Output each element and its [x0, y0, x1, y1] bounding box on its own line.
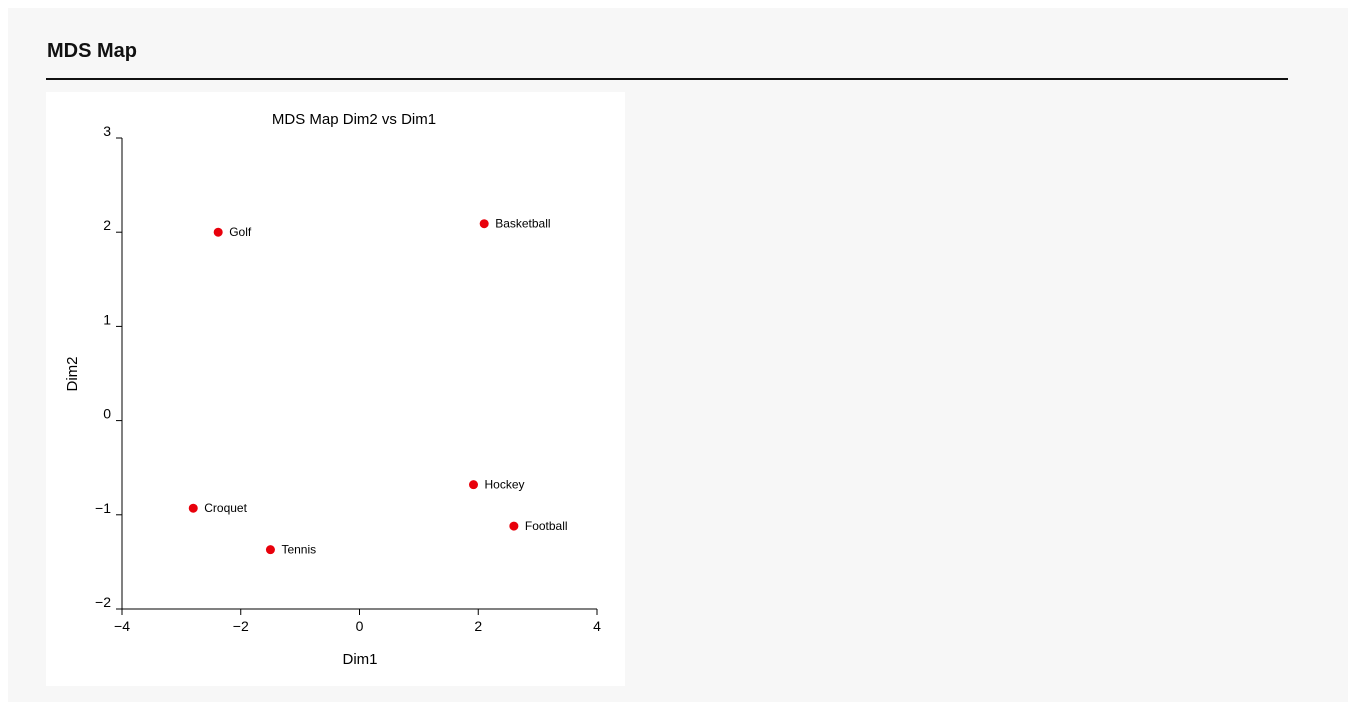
chart-title: MDS Map Dim2 vs Dim1: [272, 111, 436, 128]
point-label: Hockey: [485, 478, 525, 492]
point-label: Tennis: [281, 543, 316, 557]
x-ticks: −4 −2 0 2 4: [114, 609, 601, 634]
y-ticks: −2 −1 0 1 2 3: [95, 123, 122, 610]
data-point: [213, 227, 223, 237]
data-point: [479, 219, 489, 229]
x-tick-label: −4: [114, 618, 130, 634]
data-point: [509, 521, 519, 531]
mds-chart: MDS Map Dim2 vs Dim1 Dim2 Dim1 −4 −2 0 2 4 −…: [46, 92, 625, 686]
y-tick-label: −2: [95, 594, 111, 610]
point-label: Basketball: [495, 217, 550, 231]
mds-chart-svg: MDS Map Dim2 vs Dim1 Dim2 Dim1 −4 −2 0 2 4 −…: [64, 111, 601, 668]
point-label: Football: [525, 519, 568, 533]
y-axis-label: Dim2: [64, 356, 81, 391]
output-panel: MDS Map MDS Map Dim2 vs Dim1 Dim2 Dim1 −…: [8, 8, 1348, 702]
data-points: Golf Basketball Croquet Tennis Hockey Footbal…: [188, 217, 568, 557]
section-title: MDS Map: [47, 40, 137, 62]
section-divider: [46, 78, 1288, 80]
y-tick-label: 3: [103, 123, 111, 139]
point-label: Croquet: [204, 501, 247, 515]
x-axis-label: Dim1: [342, 651, 377, 668]
x-tick-label: 0: [356, 618, 364, 634]
x-tick-label: 2: [474, 618, 482, 634]
y-tick-label: 0: [103, 406, 111, 422]
x-tick-label: 4: [593, 618, 601, 634]
data-point: [469, 480, 478, 490]
data-point: [188, 503, 198, 513]
y-tick-label: 1: [103, 311, 111, 327]
y-tick-label: 2: [103, 217, 111, 233]
point-label: Golf: [229, 225, 252, 239]
data-point: [265, 545, 275, 555]
x-tick-label: −2: [233, 618, 249, 634]
y-tick-label: −1: [95, 500, 111, 516]
